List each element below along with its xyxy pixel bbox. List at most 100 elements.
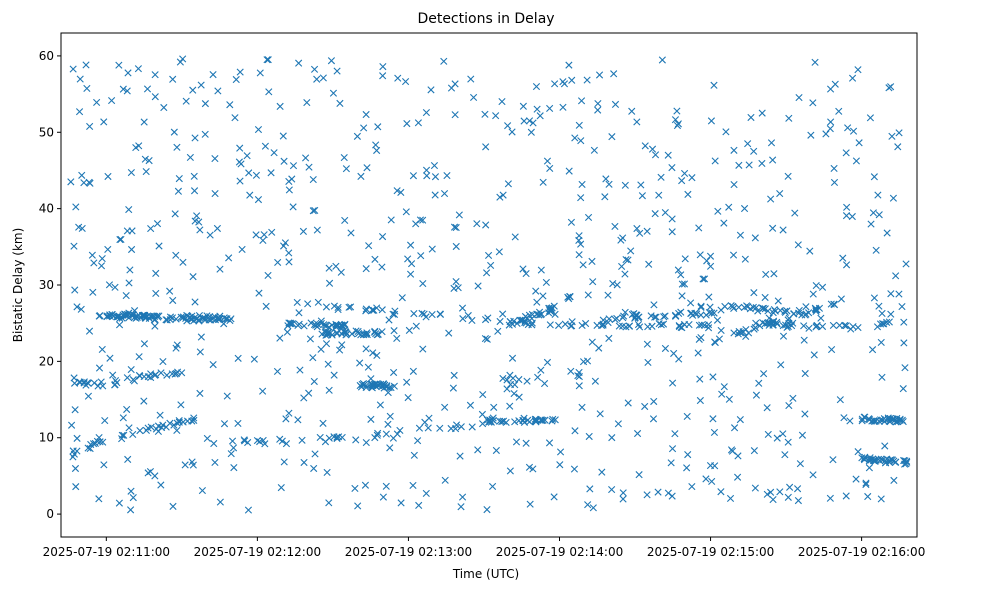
data-point — [550, 493, 558, 501]
data-point — [356, 381, 364, 390]
data-point — [300, 458, 308, 467]
data-point — [555, 321, 563, 330]
y-tick-label: 50 — [39, 125, 54, 139]
data-point — [450, 223, 459, 231]
data-point — [575, 121, 583, 129]
data-point — [250, 355, 258, 363]
data-point — [216, 498, 224, 506]
data-point — [543, 358, 552, 366]
data-point — [556, 461, 564, 469]
data-point — [270, 149, 278, 157]
data-point — [261, 142, 269, 150]
data-point — [201, 100, 209, 108]
data-point — [456, 452, 464, 460]
data-point — [793, 485, 802, 493]
data-point — [113, 313, 122, 321]
data-point — [901, 460, 909, 468]
data-point — [611, 315, 619, 324]
data-point — [280, 458, 288, 466]
data-point — [452, 223, 460, 232]
data-point — [211, 189, 219, 198]
data-point — [361, 481, 370, 489]
data-point — [78, 171, 86, 179]
data-point — [698, 321, 706, 329]
data-point — [668, 164, 676, 172]
data-point — [858, 417, 866, 425]
data-point — [313, 226, 321, 234]
data-point — [144, 373, 152, 381]
data-point — [276, 334, 284, 342]
data-point — [583, 357, 592, 365]
data-point — [127, 245, 136, 254]
data-point — [800, 336, 808, 344]
data-point — [149, 312, 157, 320]
data-point — [440, 190, 449, 198]
data-point — [745, 161, 753, 169]
data-point — [95, 495, 103, 503]
data-point — [393, 187, 401, 195]
data-point — [106, 354, 114, 362]
data-point — [525, 311, 533, 319]
data-point — [468, 316, 476, 325]
data-point — [188, 458, 196, 466]
data-point — [470, 93, 478, 102]
data-point — [852, 475, 860, 483]
data-point — [352, 436, 360, 444]
data-point — [178, 369, 186, 377]
data-point — [160, 103, 168, 112]
data-point — [190, 414, 198, 422]
data-point — [567, 367, 575, 375]
data-point — [265, 88, 273, 96]
data-point — [537, 366, 545, 374]
data-point — [153, 220, 162, 228]
data-point — [302, 154, 310, 162]
data-point — [657, 173, 665, 181]
data-point — [615, 322, 623, 330]
data-point — [781, 321, 790, 329]
data-point — [458, 304, 467, 312]
data-point — [222, 315, 230, 323]
data-point — [347, 229, 355, 237]
data-point — [129, 376, 137, 384]
data-point — [299, 227, 307, 235]
data-point — [843, 203, 851, 211]
data-point — [674, 266, 682, 274]
data-point — [499, 374, 507, 383]
data-point — [162, 316, 170, 324]
data-point — [295, 320, 303, 328]
data-point — [872, 246, 880, 254]
data-point — [687, 309, 696, 317]
data-point — [734, 330, 742, 338]
data-point — [589, 504, 597, 512]
data-point — [822, 130, 830, 138]
data-point — [125, 279, 133, 287]
data-point — [589, 278, 597, 286]
data-point — [763, 490, 771, 498]
data-point — [255, 289, 263, 297]
data-point — [190, 416, 198, 424]
data-point — [645, 260, 653, 268]
data-point — [403, 378, 411, 386]
data-point — [900, 318, 908, 326]
data-point — [717, 488, 725, 496]
data-point — [241, 437, 249, 445]
data-point — [847, 325, 855, 333]
data-point — [209, 361, 217, 369]
data-point — [697, 303, 705, 311]
data-point — [648, 322, 656, 330]
data-point — [636, 323, 644, 331]
data-point — [862, 480, 870, 489]
data-point — [325, 434, 333, 442]
data-point — [327, 57, 336, 65]
data-point — [368, 306, 377, 314]
data-point — [193, 212, 201, 220]
data-point — [566, 293, 574, 301]
data-point — [750, 289, 758, 297]
data-point — [860, 413, 868, 421]
data-point — [696, 396, 704, 405]
data-point — [152, 289, 160, 298]
data-point — [310, 65, 319, 73]
data-point — [209, 71, 217, 79]
data-point — [718, 390, 726, 398]
data-point — [191, 134, 199, 142]
